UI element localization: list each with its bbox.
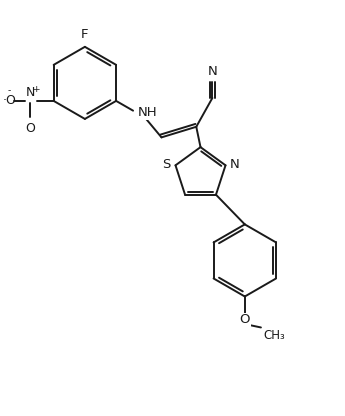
Text: CH₃: CH₃ [263,329,285,342]
Text: N: N [230,158,239,171]
Text: N: N [26,86,35,99]
Text: O: O [239,314,250,327]
Text: ·O: ·O [2,94,16,107]
Text: +: + [32,85,40,94]
Text: NH: NH [137,106,157,119]
Text: N: N [207,64,217,77]
Text: F: F [81,28,89,41]
Text: O: O [26,122,35,135]
Text: -: - [8,87,11,95]
Text: S: S [162,158,170,171]
